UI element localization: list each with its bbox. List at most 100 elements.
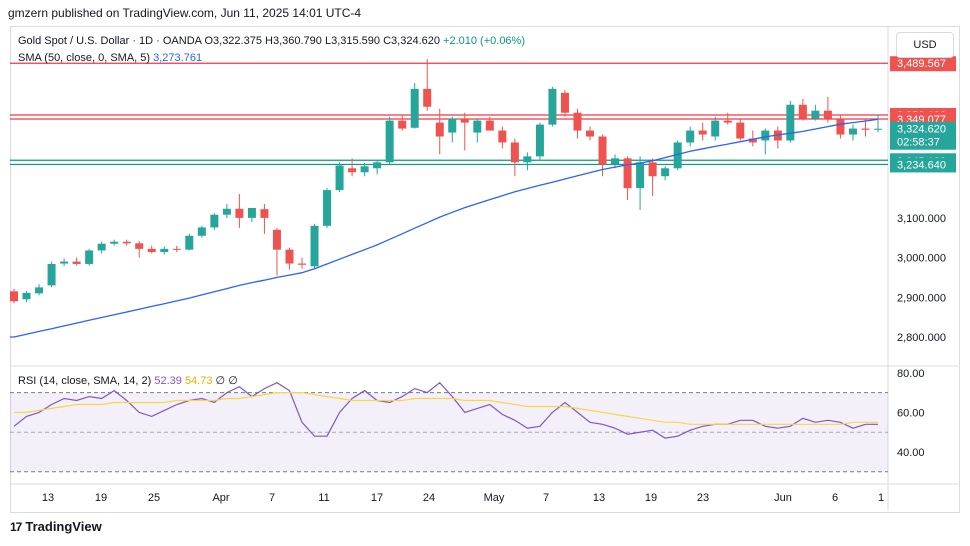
sma-line: [10, 118, 879, 338]
open-value: 3,322.375: [213, 35, 262, 47]
rsi-tick-label: 40.00: [897, 447, 925, 459]
rsi-tick-label: 80.00: [897, 368, 925, 380]
candle-body-65: [823, 110, 832, 119]
rsi-band: [10, 392, 888, 472]
candle-body-23: [298, 263, 306, 265]
currency-button[interactable]: USD: [896, 32, 954, 58]
symbol-name: Gold Spot / U.S. Dollar · 1D · OANDA: [18, 35, 202, 47]
candle-body-54: [686, 130, 695, 143]
candle-body-47: [598, 136, 607, 165]
candle-body-13: [172, 248, 181, 250]
time-tick-label: 13: [42, 492, 54, 504]
candle-body-21: [272, 229, 281, 250]
time-tick-label: 19: [95, 492, 107, 504]
candle-body-17: [222, 208, 231, 215]
candle-body-4: [60, 261, 69, 264]
candle-body-19: [247, 207, 256, 218]
close-label: C: [383, 35, 392, 47]
candle-body-8: [110, 241, 119, 244]
candle-body-36: [460, 118, 469, 123]
candle-body-16: [210, 214, 219, 228]
candle-body-38: [485, 120, 494, 131]
candle-body-29: [373, 162, 382, 169]
candle-body-53: [673, 142, 682, 169]
candle-body-9: [122, 241, 131, 244]
close-value: 3,324.620: [391, 35, 440, 47]
candle-body-40: [510, 142, 519, 163]
time-tick-label: 13: [593, 492, 605, 504]
high-label: H: [265, 35, 273, 47]
high-value: 3,360.790: [272, 35, 322, 47]
candle-body-24: [310, 225, 319, 267]
time-tick-label: 17: [371, 492, 383, 504]
candle-body-48: [611, 158, 620, 165]
time-tick-label: May: [484, 492, 505, 504]
candle-body-0: [10, 291, 18, 302]
price-tick-label: 3,100.000: [897, 213, 946, 225]
rsi-value: 52.39: [154, 375, 182, 387]
time-tick-label: 7: [543, 492, 549, 504]
time-tick-label: 6: [832, 492, 838, 504]
brand-name: TradingView: [25, 519, 102, 534]
candle-body-44: [560, 92, 569, 113]
candle-body-60: [761, 130, 770, 141]
price-tick-label: 2,800.000: [897, 332, 946, 344]
candle-body-64: [811, 110, 820, 119]
candle-body-67: [848, 128, 857, 135]
candle-body-1: [22, 292, 31, 300]
low-value: 3,315.590: [331, 35, 381, 47]
time-tick-label: 24: [423, 492, 435, 504]
sma-name: SMA (50, close, 0, SMA, 5): [18, 52, 151, 64]
time-tick-label: 1: [878, 492, 884, 504]
rsi-line: [13, 381, 878, 439]
candle-body-46: [586, 130, 594, 137]
candle-body-50: [636, 162, 645, 189]
candle-body-25: [323, 190, 332, 226]
candle-body-55: [698, 130, 707, 135]
candle-body-41: [523, 156, 532, 163]
candle-body-68: [861, 128, 870, 130]
candle-body-20: [260, 209, 269, 218]
candle-body-32: [410, 88, 419, 128]
candle-body-62: [786, 104, 795, 141]
candle-body-3: [47, 263, 56, 286]
price-tick-label: 2,900.000: [897, 292, 946, 304]
candle-body-27: [348, 168, 357, 173]
candle-body-59: [748, 138, 757, 143]
candle-body-30: [385, 120, 394, 163]
candle-body-11: [147, 248, 156, 253]
price-tag-label-5: 3,234.640: [897, 159, 946, 171]
candle-body-43: [548, 88, 557, 125]
candle-body-57: [723, 120, 732, 123]
candle-body-42: [535, 124, 544, 157]
candle-body-69: [874, 128, 882, 130]
rsi-legend: RSI (14, close, SMA, 14, 2) 52.39 54.73 …: [18, 374, 238, 387]
candle-body-26: [335, 165, 344, 191]
time-tick-label: 11: [318, 492, 329, 504]
tradingview-footer[interactable]: 17 TradingView: [10, 519, 102, 534]
candle-body-63: [798, 104, 807, 119]
candle-body-35: [448, 118, 457, 133]
price-tag-3: [890, 121, 956, 150]
chart-frame: [10, 26, 960, 513]
publish-info: gmzern published on TradingView.com, Jun…: [8, 6, 362, 20]
candle-body-18: [235, 208, 244, 218]
candle-body-5: [72, 261, 81, 264]
candle-body-49: [623, 158, 632, 189]
candle-body-22: [285, 249, 294, 264]
low-label: L: [324, 35, 332, 47]
candle-body-58: [736, 122, 745, 139]
price-tag-5: [890, 157, 956, 173]
symbol-legend: Gold Spot / U.S. Dollar · 1D · OANDA O3,…: [18, 35, 525, 47]
tv-logo-icon: 17: [10, 519, 22, 534]
time-tick-label: Jun: [774, 492, 792, 504]
rsi-sma-line: [14, 392, 878, 425]
candle-body-12: [160, 248, 169, 253]
price-tick-label: 3,000.000: [897, 253, 946, 265]
rsi-tick-label: 60.00: [897, 407, 925, 419]
candle-body-34: [435, 122, 444, 137]
change-value: +2.010 (+0.06%): [443, 35, 525, 47]
time-tick-label: 23: [697, 492, 709, 504]
candle-body-45: [573, 112, 582, 131]
